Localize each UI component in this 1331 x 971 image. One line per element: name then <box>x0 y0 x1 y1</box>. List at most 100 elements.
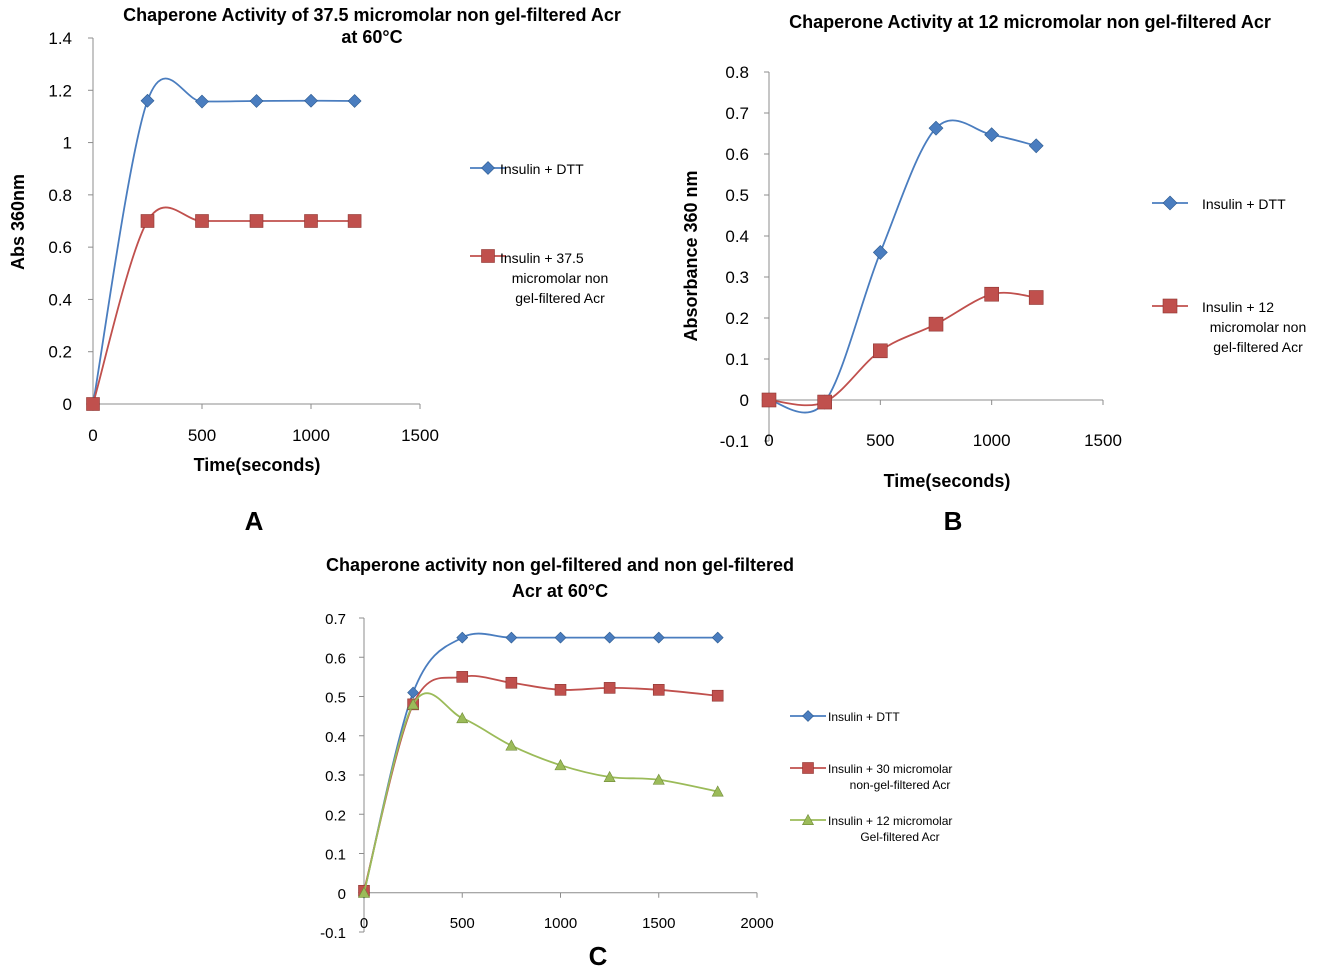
y-tick-label: 1.4 <box>48 29 72 48</box>
series-line <box>92 77 355 405</box>
legend-marker <box>801 813 815 825</box>
legend-label: micromolar non <box>512 270 608 286</box>
data-point <box>711 631 724 644</box>
y-tick-label: 0.2 <box>325 807 346 824</box>
y-tick-label: 0.2 <box>48 343 72 362</box>
data-point <box>1028 138 1044 154</box>
x-tick-label: 1000 <box>292 426 330 445</box>
legend-entry: Insulin + 12 micromolar non gel-filtered A… <box>1152 298 1306 355</box>
data-point <box>304 93 318 108</box>
chart-title: Chaperone Activity at 12 micromolar non … <box>789 12 1271 32</box>
y-tick-label: 0.7 <box>725 104 749 123</box>
y-tick-label: -0.1 <box>320 925 346 942</box>
legend-marker <box>802 710 814 722</box>
data-point <box>873 343 888 359</box>
data-point <box>603 770 616 782</box>
y-tick-label: 1.2 <box>48 81 72 100</box>
data-point <box>456 711 469 724</box>
y-tick-label: 0 <box>338 886 346 903</box>
x-tick-label: 0 <box>88 426 97 445</box>
x-tick-label: 0 <box>360 915 368 932</box>
legend-marker <box>481 249 495 263</box>
legend-entry: Insulin + DTT <box>470 161 584 177</box>
x-tick-label: 500 <box>866 431 894 450</box>
data-point <box>928 316 944 332</box>
legend-label: Insulin + 37.5 <box>500 250 584 266</box>
legend-marker <box>1162 195 1178 211</box>
data-point <box>456 631 469 644</box>
y-tick-label: 0.2 <box>725 309 749 328</box>
legend-entry: Insulin + DTT <box>1152 195 1286 212</box>
series-0 <box>358 631 724 899</box>
y-tick-label: 0.8 <box>48 186 72 205</box>
data-point <box>140 93 155 108</box>
legend-marker <box>1162 298 1178 314</box>
legend-entry: Insulin + 37.5 micromolar non gel-filtered… <box>470 249 608 306</box>
legend-label: Insulin + DTT <box>1202 196 1286 212</box>
y-tick-label: 0.6 <box>325 650 346 667</box>
data-point <box>872 244 888 260</box>
series-line <box>363 632 718 893</box>
data-point <box>652 631 665 644</box>
legend-label: gel-filtered Acr <box>515 290 605 306</box>
legend-marker <box>802 762 814 774</box>
legend-label: Insulin + 12 micromolar <box>828 814 952 828</box>
y-tick-label: 0.6 <box>48 238 72 257</box>
data-point <box>304 214 318 228</box>
legend-entry: Insulin + 12 micromolar Gel-filtered Acr <box>790 813 952 844</box>
x-tick-label: 0 <box>764 431 773 450</box>
series-1 <box>761 286 1044 410</box>
data-point <box>711 785 724 797</box>
panel-letter: C <box>589 941 608 971</box>
y-tick-label: 0.3 <box>325 768 346 785</box>
y-tick-label: 0.4 <box>48 290 72 309</box>
y-tick-label: 0.5 <box>725 186 749 205</box>
chart-title: at 60°C <box>341 27 402 47</box>
series-1 <box>86 206 362 411</box>
legend-entry: Insulin + DTT <box>790 710 900 724</box>
legend-label: Insulin + DTT <box>828 710 900 724</box>
chart-title: Chaperone activity non gel-filtered and … <box>326 555 794 575</box>
y-tick-label: 0.3 <box>725 268 749 287</box>
x-tick-label: 1500 <box>401 426 439 445</box>
x-tick-label: 500 <box>188 426 216 445</box>
data-point <box>652 773 665 785</box>
x-axis-label: Time(seconds) <box>194 455 321 475</box>
data-point <box>554 684 567 696</box>
series-line <box>768 291 1037 407</box>
y-tick-label: 0.4 <box>325 729 346 746</box>
chart-title: Chaperone Activity of 37.5 micromolar no… <box>123 5 621 25</box>
series-line <box>92 206 355 405</box>
data-point <box>195 214 209 228</box>
data-point <box>86 397 100 411</box>
series-line <box>363 692 718 893</box>
data-point <box>1028 290 1044 305</box>
data-point <box>603 631 616 644</box>
series-2 <box>357 692 724 898</box>
panel-letter: B <box>944 506 963 536</box>
data-point <box>761 392 777 408</box>
legend-label: micromolar non <box>1210 319 1306 335</box>
y-tick-label: 0.7 <box>325 611 346 628</box>
data-point <box>928 120 944 136</box>
y-tick-label: 0.8 <box>725 63 749 82</box>
data-point <box>505 676 518 689</box>
y-axis-label: Abs 360nm <box>8 174 28 270</box>
data-point <box>711 689 724 702</box>
x-tick-label: 1000 <box>544 915 577 932</box>
panel-letter: A <box>245 506 264 536</box>
data-point <box>407 698 420 710</box>
data-point <box>456 671 469 683</box>
data-point <box>140 214 155 228</box>
data-point <box>249 94 264 108</box>
y-tick-label: 0.1 <box>725 350 749 369</box>
data-point <box>347 94 362 108</box>
data-point <box>984 286 999 302</box>
data-point <box>505 739 518 751</box>
series-0 <box>86 77 362 411</box>
y-tick-label: 0 <box>63 395 72 414</box>
data-point <box>984 127 1000 143</box>
y-axis-label: Absorbance 360 nm <box>681 170 701 341</box>
data-point <box>249 214 264 228</box>
